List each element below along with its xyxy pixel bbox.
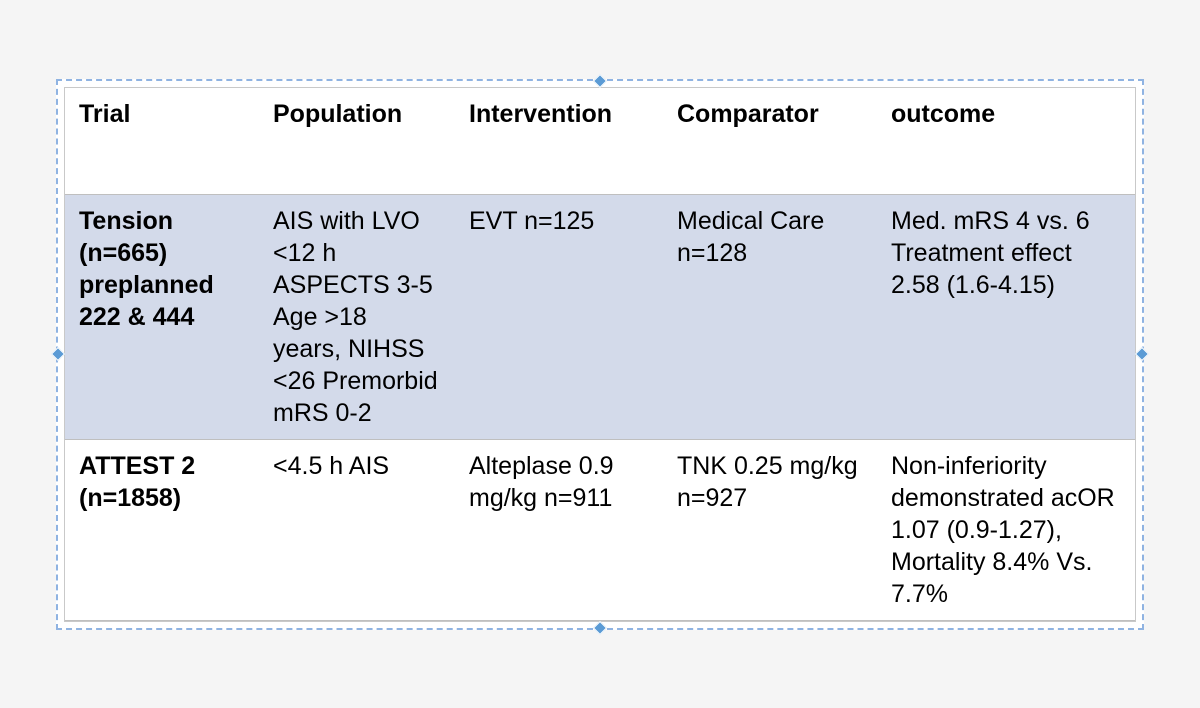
cell-population: <4.5 h AIS: [259, 439, 455, 620]
col-header-population: Population: [259, 88, 455, 195]
col-header-trial: Trial: [65, 88, 259, 195]
table-container: Trial Population Intervention Comparator…: [64, 87, 1136, 622]
cell-outcome: Med. mRS 4 vs. 6 Treatment effect 2.58 (…: [877, 194, 1135, 439]
table-row: ATTEST 2 (n=1858) <4.5 h AIS Alteplase 0…: [65, 439, 1135, 620]
table-selection-frame[interactable]: Trial Population Intervention Comparator…: [56, 79, 1144, 630]
cell-comparator: Medical Care n=128: [663, 194, 877, 439]
col-header-intervention: Intervention: [455, 88, 663, 195]
cell-outcome: Non-inferiority demonstrated acOR 1.07 (…: [877, 439, 1135, 620]
table-header-row: Trial Population Intervention Comparator…: [65, 88, 1135, 195]
col-header-outcome: outcome: [877, 88, 1135, 195]
resize-handle-top[interactable]: [593, 73, 607, 87]
cell-intervention: EVT n=125: [455, 194, 663, 439]
cell-trial: ATTEST 2 (n=1858): [65, 439, 259, 620]
trials-table: Trial Population Intervention Comparator…: [65, 88, 1135, 621]
cell-intervention: Alteplase 0.9 mg/kg n=911: [455, 439, 663, 620]
cell-population: AIS with LVO <12 h ASPECTS 3-5 Age >18 y…: [259, 194, 455, 439]
resize-handle-left[interactable]: [51, 347, 65, 361]
resize-handle-bottom[interactable]: [593, 620, 607, 634]
col-header-comparator: Comparator: [663, 88, 877, 195]
cell-comparator: TNK 0.25 mg/kg n=927: [663, 439, 877, 620]
resize-handle-right[interactable]: [1135, 347, 1149, 361]
table-row: Tension (n=665) preplanned 222 & 444 AIS…: [65, 194, 1135, 439]
cell-trial: Tension (n=665) preplanned 222 & 444: [65, 194, 259, 439]
